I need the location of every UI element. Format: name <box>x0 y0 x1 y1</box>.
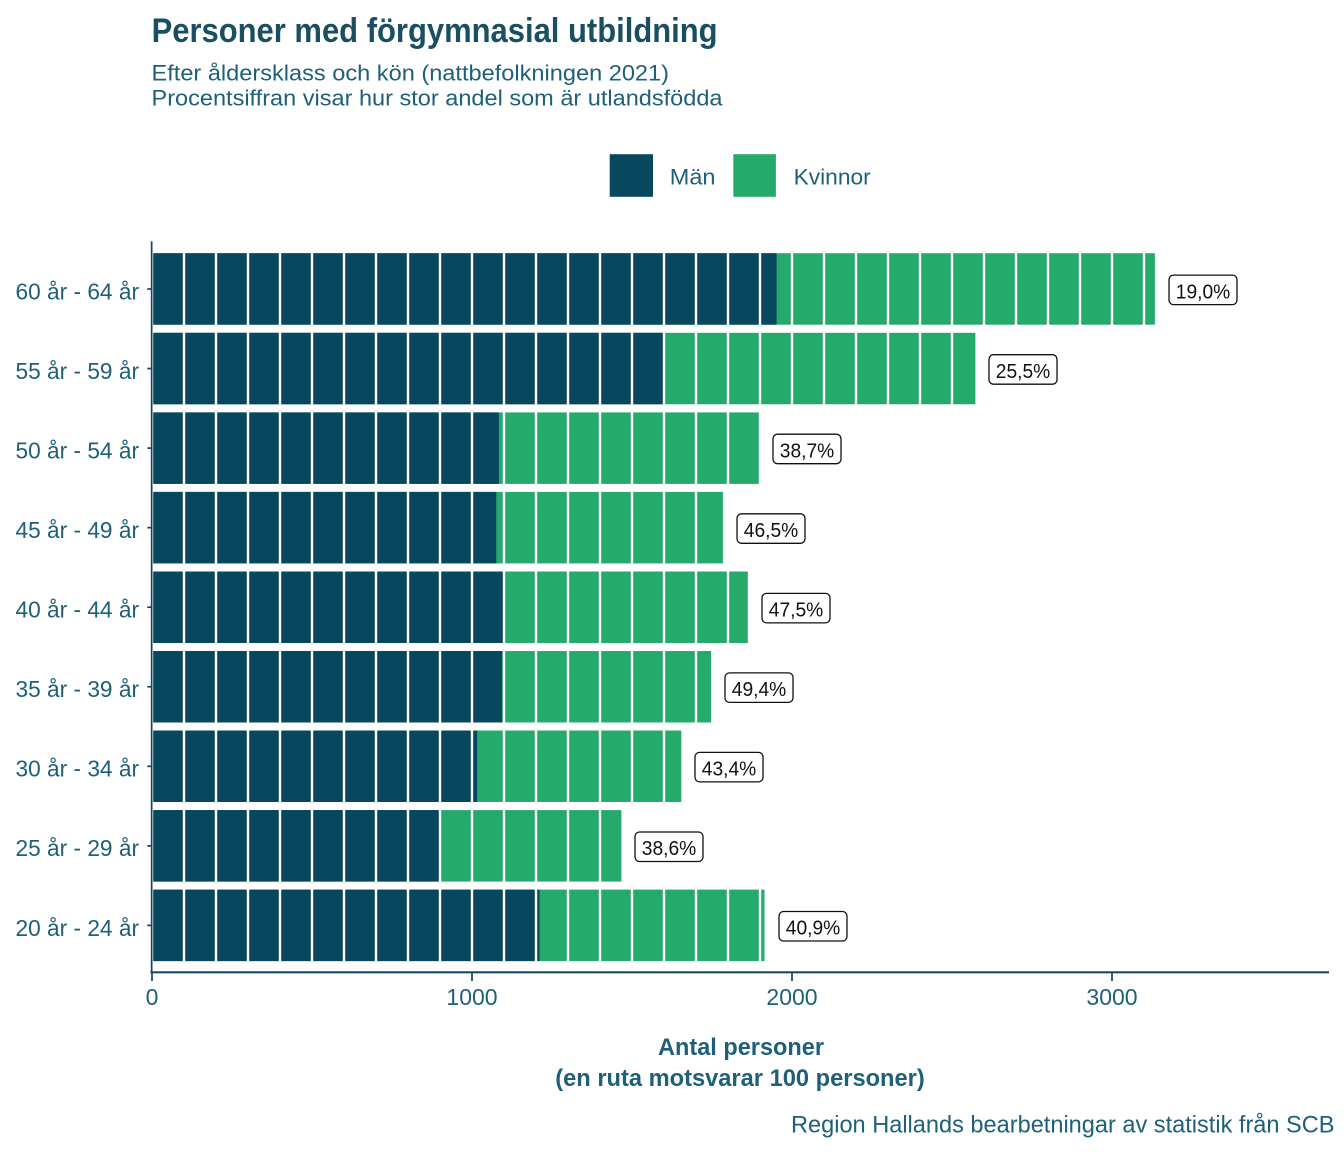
svg-text:(en ruta motsvarar 100 persone: (en ruta motsvarar 100 personer) <box>555 1065 925 1092</box>
svg-text:20 år - 24 år: 20 år - 24 år <box>16 915 140 941</box>
svg-text:0: 0 <box>146 984 159 1010</box>
svg-text:38,7%: 38,7% <box>780 440 835 462</box>
svg-text:55 år - 59 år: 55 år - 59 år <box>16 358 140 384</box>
svg-text:38,6%: 38,6% <box>642 838 697 860</box>
svg-text:Efter åldersklass och kön (nat: Efter åldersklass och kön (nattbefolknin… <box>152 61 670 86</box>
svg-text:30 år - 34 år: 30 år - 34 år <box>16 756 140 782</box>
svg-text:35 år - 39 år: 35 år - 39 år <box>16 676 140 702</box>
svg-text:47,5%: 47,5% <box>769 600 824 622</box>
svg-text:40 år - 44 år: 40 år - 44 år <box>16 597 140 623</box>
svg-text:2000: 2000 <box>766 984 817 1010</box>
svg-text:Region Hallands bearbetningar: Region Hallands bearbetningar av statist… <box>791 1111 1335 1138</box>
svg-text:Antal personer: Antal personer <box>658 1034 824 1061</box>
svg-text:50 år - 54 år: 50 år - 54 år <box>16 438 140 464</box>
svg-text:60 år - 64 år: 60 år - 64 år <box>16 278 140 304</box>
svg-text:25,5%: 25,5% <box>996 361 1051 383</box>
svg-text:Procentsiffran visar hur stor: Procentsiffran visar hur stor andel som … <box>152 85 724 110</box>
svg-text:1000: 1000 <box>446 984 497 1010</box>
svg-text:49,4%: 49,4% <box>732 679 787 701</box>
svg-text:Kvinnor: Kvinnor <box>794 164 872 189</box>
svg-text:25 år - 29 år: 25 år - 29 år <box>16 835 140 861</box>
svg-text:19,0%: 19,0% <box>1176 281 1231 303</box>
svg-text:Män: Män <box>670 164 716 189</box>
svg-text:40,9%: 40,9% <box>786 918 841 940</box>
svg-text:43,4%: 43,4% <box>702 759 757 781</box>
svg-text:3000: 3000 <box>1086 984 1137 1010</box>
svg-text:45 år - 49 år: 45 år - 49 år <box>16 517 140 543</box>
svg-text:46,5%: 46,5% <box>744 520 799 542</box>
svg-text:Personer med förgymnasial utbi: Personer med förgymnasial utbildning <box>152 12 718 50</box>
